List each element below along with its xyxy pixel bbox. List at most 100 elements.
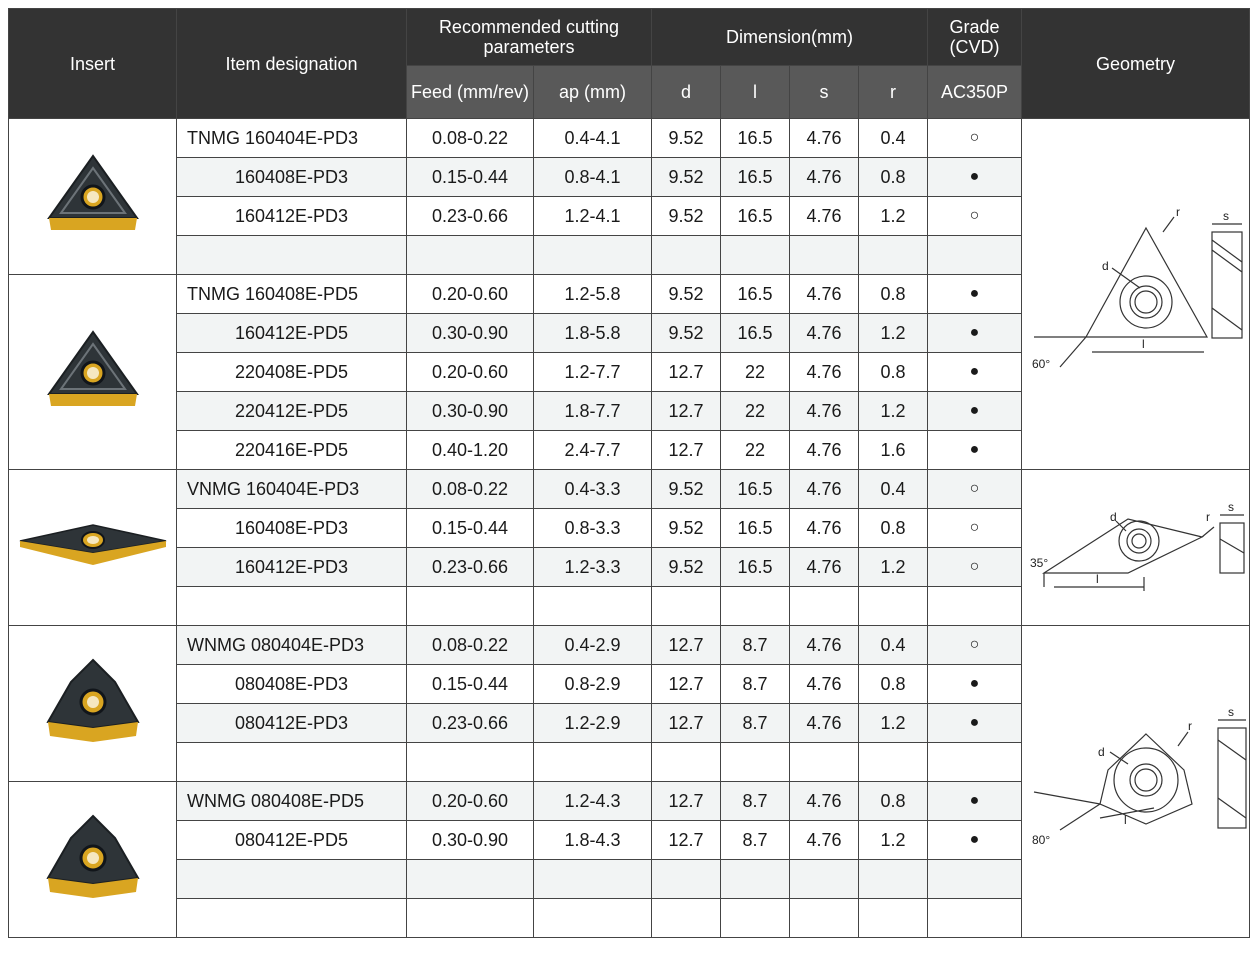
feed-cell: 0.40-1.20 [406, 430, 534, 470]
header-r: r [858, 65, 928, 119]
item-designation-cell [176, 235, 407, 275]
s-cell: 4.76 [789, 430, 859, 470]
d-cell: 12.7 [651, 625, 721, 665]
l-cell: 16.5 [720, 547, 790, 587]
r-cell: 0.4 [858, 118, 928, 158]
header-insert: Insert [8, 8, 177, 119]
r-cell: 0.8 [858, 274, 928, 314]
header-s: s [789, 65, 859, 119]
feed-cell: 0.20-0.60 [406, 781, 534, 821]
l-cell [720, 235, 790, 275]
geo-label-l: l [1096, 572, 1099, 586]
item-designation-cell: WNMG 080404E-PD3 [176, 625, 407, 665]
grade-cell: ● [927, 274, 1022, 314]
table-row: TNMG 160408E-PD5 0.20-0.60 1.2-5.8 9.52 16.5… [8, 274, 1250, 470]
r-cell: 1.2 [858, 547, 928, 587]
grade-cell: ○ [927, 196, 1022, 236]
feed-cell: 0.23-0.66 [406, 703, 534, 743]
l-cell: 16.5 [720, 196, 790, 236]
item-designation-cell: 080408E-PD3 [176, 664, 407, 704]
s-cell: 4.76 [789, 469, 859, 509]
insert-image-cell [8, 274, 177, 470]
rhombic-geometry-diagram: s r d l 35° [1030, 500, 1245, 591]
d-cell: 12.7 [651, 664, 721, 704]
grade-cell [927, 235, 1022, 275]
s-cell: 4.76 [789, 547, 859, 587]
feed-cell: 0.23-0.66 [406, 196, 534, 236]
ap-cell: 1.2-4.1 [533, 196, 652, 236]
geo-label-d: d [1110, 510, 1117, 524]
ap-cell [533, 235, 652, 275]
l-cell: 22 [720, 391, 790, 431]
table-row: 080412E-PD5 0.30-0.90 1.8-4.3 12.7 8.7 4.76 1.… [9, 820, 1250, 860]
grade-cell: ○ [927, 547, 1022, 587]
grade-cell: ● [927, 352, 1022, 392]
header-grade-code: AC350P [927, 65, 1022, 119]
header-l: l [720, 65, 790, 119]
s-cell: 4.76 [789, 274, 859, 314]
item-designation-cell: WNMG 080408E-PD5 [176, 781, 407, 821]
ap-cell: 1.2-4.3 [533, 781, 652, 821]
item-designation-cell: TNMG 160404E-PD3 [176, 118, 407, 158]
geo-label-r: r [1206, 510, 1210, 524]
feed-cell: 0.20-0.60 [406, 274, 534, 314]
d-cell [651, 898, 721, 938]
ap-cell: 0.8-2.9 [533, 664, 652, 704]
item-designation-cell [176, 898, 407, 938]
l-cell [720, 586, 790, 626]
feed-cell: 0.15-0.44 [406, 157, 534, 197]
grade-cell: ○ [927, 508, 1022, 548]
s-cell [789, 859, 859, 899]
item-designation-cell [176, 586, 407, 626]
r-cell [858, 859, 928, 899]
geo-label-s: s [1228, 500, 1234, 514]
feed-cell: 0.30-0.90 [406, 820, 534, 860]
grade-cell [927, 859, 1022, 899]
item-designation-cell: VNMG 160404E-PD3 [176, 469, 407, 509]
grade-cell [927, 898, 1022, 938]
feed-cell: 0.20-0.60 [406, 352, 534, 392]
item-designation-cell: TNMG 160408E-PD5 [176, 274, 407, 314]
item-designation-cell: 220416E-PD5 [176, 430, 407, 470]
r-cell: 1.6 [858, 430, 928, 470]
table-row [9, 235, 1250, 275]
geo-label-d: d [1098, 745, 1105, 759]
l-cell: 16.5 [720, 118, 790, 158]
ap-cell: 1.2-3.3 [533, 547, 652, 587]
ap-cell: 1.2-5.8 [533, 274, 652, 314]
feed-cell: 0.08-0.22 [406, 625, 534, 665]
geo-label-angle: 35° [1030, 556, 1048, 570]
table-row [9, 586, 1250, 626]
ap-cell [533, 898, 652, 938]
feed-cell [406, 742, 534, 782]
s-cell: 4.76 [789, 196, 859, 236]
ap-cell: 0.4-2.9 [533, 625, 652, 665]
rhombic-insert-icon [19, 524, 166, 565]
d-cell: 9.52 [651, 547, 721, 587]
d-cell [651, 586, 721, 626]
header-item-designation: Item designation [176, 8, 407, 119]
ap-cell: 1.2-7.7 [533, 352, 652, 392]
item-designation-cell: 160412E-PD3 [176, 547, 407, 587]
r-cell [858, 586, 928, 626]
d-cell: 12.7 [651, 703, 721, 743]
ap-cell: 0.8-4.1 [533, 157, 652, 197]
d-cell: 9.52 [651, 196, 721, 236]
s-cell: 4.76 [789, 157, 859, 197]
table-row: 080408E-PD3 0.15-0.44 0.8-2.9 12.7 8.7 4.76 0.… [9, 664, 1250, 704]
grade-cell: ● [927, 820, 1022, 860]
ap-cell: 1.8-4.3 [533, 820, 652, 860]
table-row [9, 898, 1250, 938]
d-cell: 12.7 [651, 352, 721, 392]
header-ap: ap (mm) [533, 65, 652, 119]
grade-cell: ● [927, 391, 1022, 431]
insert-image-cell [8, 118, 177, 275]
d-cell: 9.52 [651, 313, 721, 353]
l-cell: 8.7 [720, 664, 790, 704]
s-cell: 4.76 [789, 118, 859, 158]
feed-cell: 0.23-0.66 [406, 547, 534, 587]
item-designation-cell: 160412E-PD3 [176, 196, 407, 236]
trigon-insert-icon [45, 814, 140, 898]
d-cell: 9.52 [651, 508, 721, 548]
grade-cell: ● [927, 703, 1022, 743]
